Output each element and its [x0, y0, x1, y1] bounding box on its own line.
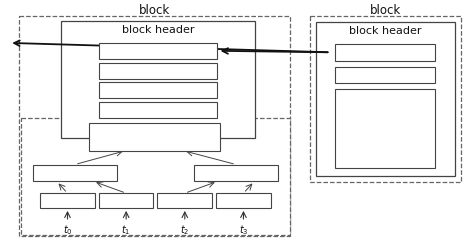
Text: $h_3$=$h$($t_3$): $h_3$=$h$($t_3$): [229, 195, 258, 206]
Bar: [21, 118, 290, 235]
Text: $h_{23}$=$h$($h_2|h_3$): $h_{23}$=$h$($h_2|h_3$): [212, 167, 260, 178]
Text: pre-hash: pre-hash: [362, 70, 408, 80]
Bar: [33, 164, 117, 181]
Text: pre-hash: pre-hash: [135, 66, 181, 76]
Bar: [100, 102, 217, 118]
Text: $h_1$=$h$($t_1$): $h_1$=$h$($t_1$): [111, 195, 141, 206]
Bar: [19, 16, 290, 236]
Text: difficulty: difficulty: [135, 105, 181, 115]
Bar: [194, 164, 278, 181]
Bar: [61, 21, 255, 138]
Bar: [157, 193, 212, 208]
Text: $t_0$: $t_0$: [63, 223, 73, 237]
Text: block header: block header: [349, 26, 421, 36]
Bar: [216, 193, 271, 208]
Text: block header: block header: [122, 25, 194, 35]
Bar: [336, 44, 435, 61]
Bar: [89, 123, 220, 151]
Text: block: block: [370, 4, 401, 17]
Bar: [100, 82, 217, 98]
Bar: [316, 22, 455, 176]
Text: $h_{0123}$=$h$($h_{01}|h_{23}$): $h_{0123}$=$h$($h_{01}|h_{23}$): [123, 125, 186, 138]
Text: hash: hash: [146, 46, 171, 56]
Text: $h_0$=$h$($t_0$): $h_0$=$h$($t_0$): [53, 195, 82, 206]
Bar: [99, 193, 154, 208]
Text: $h_{01}$=$h$($h_0|h_1$): $h_{01}$=$h$($h_0|h_1$): [51, 167, 99, 178]
Bar: [336, 67, 435, 83]
Text: block: block: [139, 4, 170, 17]
Bar: [336, 89, 435, 168]
Text: $h_2$=$h$($t_2$): $h_2$=$h$($t_2$): [170, 195, 200, 206]
Text: Merkle root: Merkle root: [122, 138, 186, 148]
Bar: [100, 63, 217, 79]
Bar: [100, 43, 217, 59]
Bar: [40, 193, 95, 208]
Text: $t_1$: $t_1$: [121, 223, 131, 237]
Text: hash: hash: [373, 47, 398, 57]
Text: $t_2$: $t_2$: [180, 223, 190, 237]
Text: time: time: [146, 85, 170, 95]
Bar: [310, 16, 461, 182]
Text: $t_3$: $t_3$: [239, 223, 248, 237]
